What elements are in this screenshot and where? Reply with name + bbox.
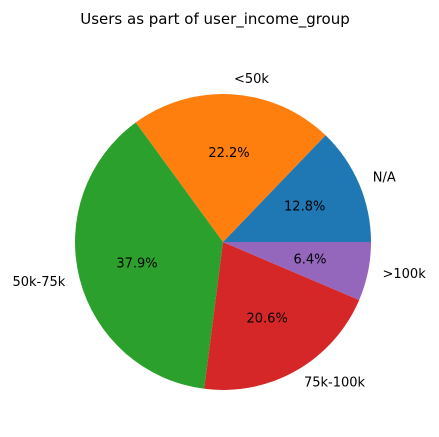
slice-label-100k: >100k	[383, 267, 427, 282]
pie-slices	[75, 93, 371, 391]
slice-percent-75k-100k: 20.6%	[247, 312, 288, 327]
pie-slice-100k	[223, 242, 371, 300]
chart-title: Users as part of user_income_group	[80, 10, 350, 29]
slice-percent-n-a: 12.8%	[284, 200, 325, 215]
slice-label-n-a: N/A	[373, 171, 396, 186]
slice-label-50k-75k: 50k-75k	[12, 275, 65, 290]
pie-slice-75k-100k	[204, 242, 360, 391]
slice-percent-50k: 22.2%	[208, 146, 249, 161]
pie-slice-n-a	[223, 135, 371, 242]
slice-percent-50k-75k: 37.9%	[116, 257, 157, 272]
slice-label-50k: <50k	[234, 72, 269, 87]
slice-percent-100k: 6.4%	[293, 252, 326, 267]
pie-slice-50k	[135, 93, 326, 242]
pie-labels: N/A 12.8% <50k 22.2% 50k-75k 37.9% 75k-100k 20.…	[12, 72, 426, 391]
pie-slice-50k-75k	[75, 122, 224, 389]
slice-label-75k-100k: 75k-100k	[304, 376, 366, 391]
